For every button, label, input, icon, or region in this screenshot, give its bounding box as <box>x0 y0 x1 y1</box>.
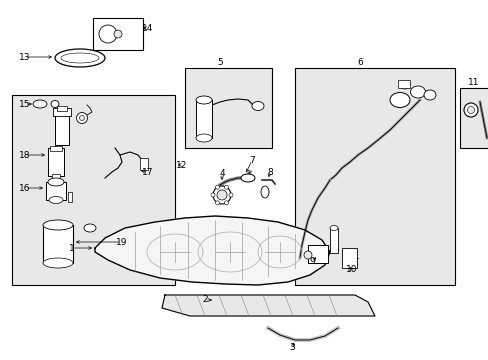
Bar <box>43 225 73 263</box>
Ellipse shape <box>409 86 425 98</box>
Bar <box>397 80 409 88</box>
Polygon shape <box>162 295 374 316</box>
Ellipse shape <box>210 193 215 197</box>
Bar <box>12 95 175 285</box>
Ellipse shape <box>55 49 105 67</box>
Text: 14: 14 <box>142 23 153 32</box>
Text: 12: 12 <box>176 161 187 170</box>
Ellipse shape <box>215 201 219 205</box>
Bar <box>48 148 64 176</box>
Ellipse shape <box>196 96 212 104</box>
Ellipse shape <box>241 174 254 182</box>
Ellipse shape <box>49 197 63 203</box>
Text: 17: 17 <box>142 167 153 176</box>
Bar <box>68 192 72 202</box>
Polygon shape <box>95 216 329 285</box>
Ellipse shape <box>43 220 73 230</box>
Text: 10: 10 <box>346 266 357 274</box>
Ellipse shape <box>399 81 409 89</box>
Text: 1: 1 <box>69 243 75 252</box>
Bar <box>459 88 488 148</box>
Text: 4: 4 <box>219 168 224 177</box>
Bar <box>294 68 454 285</box>
Bar <box>50 146 62 151</box>
Text: 15: 15 <box>19 99 31 108</box>
Bar <box>307 245 327 263</box>
Text: 9: 9 <box>308 257 314 266</box>
Bar <box>196 100 212 138</box>
Bar <box>57 106 67 111</box>
Ellipse shape <box>114 30 122 38</box>
Ellipse shape <box>217 190 226 200</box>
Bar <box>184 68 271 148</box>
Ellipse shape <box>215 185 219 189</box>
Text: 6: 6 <box>356 58 362 67</box>
Text: 2: 2 <box>202 296 207 305</box>
Ellipse shape <box>329 225 337 230</box>
Ellipse shape <box>261 186 268 198</box>
Text: 7: 7 <box>248 156 254 165</box>
Ellipse shape <box>61 53 99 63</box>
Bar <box>53 108 71 116</box>
Text: 19: 19 <box>116 238 127 247</box>
Ellipse shape <box>48 178 64 186</box>
Bar <box>341 248 356 268</box>
Bar <box>93 18 142 50</box>
Text: 8: 8 <box>266 167 272 176</box>
Ellipse shape <box>84 224 96 232</box>
Text: 13: 13 <box>19 53 31 62</box>
Ellipse shape <box>423 90 435 100</box>
Bar <box>46 182 66 200</box>
Ellipse shape <box>224 201 228 205</box>
Ellipse shape <box>224 185 228 189</box>
Text: 5: 5 <box>217 58 223 67</box>
Ellipse shape <box>196 134 212 142</box>
Bar <box>329 228 337 253</box>
Bar <box>140 158 148 170</box>
Ellipse shape <box>76 112 87 123</box>
Bar <box>52 174 60 179</box>
Bar <box>55 110 69 145</box>
Text: 11: 11 <box>468 77 479 86</box>
Ellipse shape <box>51 100 59 108</box>
Text: 3: 3 <box>288 343 294 352</box>
Ellipse shape <box>304 251 311 259</box>
Ellipse shape <box>251 102 264 111</box>
Text: 18: 18 <box>19 150 31 159</box>
Ellipse shape <box>463 103 477 117</box>
Ellipse shape <box>80 116 84 121</box>
Ellipse shape <box>43 258 73 268</box>
Ellipse shape <box>99 25 117 43</box>
Ellipse shape <box>467 107 473 113</box>
Ellipse shape <box>228 193 232 197</box>
Text: 16: 16 <box>19 184 31 193</box>
Ellipse shape <box>389 93 409 108</box>
Ellipse shape <box>213 186 230 204</box>
Ellipse shape <box>33 100 47 108</box>
